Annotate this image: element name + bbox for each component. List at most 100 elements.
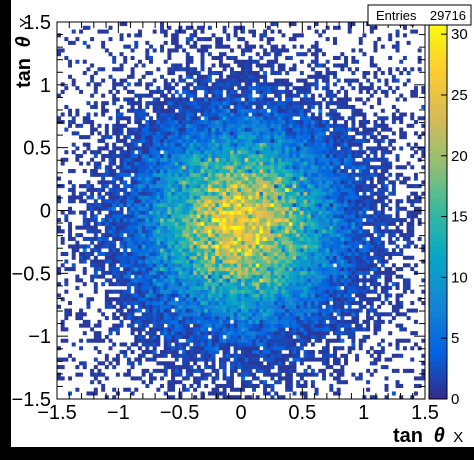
heatmap-cell	[163, 127, 168, 132]
heatmap-cell	[149, 342, 153, 347]
heatmap-cell	[244, 248, 249, 253]
heatmap-cell	[193, 44, 198, 49]
heatmap-cell	[218, 176, 223, 181]
heatmap-cell	[233, 127, 238, 132]
heatmap-cell	[145, 267, 150, 272]
heatmap-cell	[93, 233, 98, 238]
heatmap-cell	[233, 342, 238, 347]
heatmap-cell	[226, 180, 231, 185]
heatmap-cell	[314, 120, 319, 125]
heatmap-cell	[255, 331, 260, 336]
heatmap-cell	[252, 319, 257, 324]
heatmap-cell	[97, 195, 102, 200]
heatmap-cell	[263, 312, 268, 317]
heatmap-cell	[255, 52, 260, 57]
heatmap-cell	[178, 199, 183, 204]
heatmap-cell	[174, 37, 179, 42]
heatmap-cell	[156, 327, 161, 332]
heatmap-cell	[167, 221, 172, 226]
heatmap-cell	[248, 161, 253, 166]
heatmap-cell	[141, 161, 146, 166]
heatmap-cell	[112, 297, 117, 302]
heatmap-cell	[149, 229, 153, 234]
heatmap-cell	[90, 274, 95, 279]
heatmap-cell	[185, 353, 190, 358]
heatmap-cell	[156, 146, 161, 151]
heatmap-cell	[288, 187, 293, 192]
heatmap-cell	[281, 202, 286, 208]
heatmap-cell	[93, 112, 98, 117]
heatmap-cell	[244, 255, 249, 260]
heatmap-cell	[222, 282, 227, 287]
heatmap-cell	[237, 153, 242, 159]
heatmap-cell	[182, 191, 187, 196]
heatmap-cell	[141, 180, 146, 185]
heatmap-cell	[182, 267, 187, 272]
heatmap-cell	[318, 218, 323, 223]
heatmap-cell	[252, 308, 257, 313]
heatmap-cell	[299, 319, 304, 324]
heatmap-cell	[178, 120, 183, 125]
heatmap-cell	[226, 285, 231, 290]
heatmap-cell	[79, 361, 84, 366]
heatmap-cell	[200, 282, 205, 287]
heatmap-cell	[167, 202, 172, 208]
heatmap-cell	[263, 236, 268, 241]
heatmap-cell	[237, 255, 242, 260]
heatmap-cell	[123, 86, 128, 91]
heatmap-cell	[263, 225, 268, 230]
heatmap-cell	[211, 346, 216, 351]
heatmap-cell	[285, 225, 290, 230]
heatmap-cell	[314, 127, 319, 132]
heatmap-cell	[207, 184, 212, 189]
heatmap-cell	[296, 33, 301, 38]
heatmap-cell	[189, 233, 194, 238]
heatmap-cell	[171, 316, 176, 321]
heatmap-cell	[163, 327, 168, 332]
heatmap-cell	[274, 353, 279, 358]
heatmap-cell	[204, 282, 209, 287]
heatmap-cell	[152, 199, 157, 204]
heatmap-cell	[152, 135, 157, 140]
heatmap-cell	[149, 233, 153, 238]
heatmap-cell	[285, 376, 290, 381]
heatmap-cell	[314, 187, 319, 192]
heatmap-cell	[178, 282, 183, 287]
heatmap-cell	[259, 172, 264, 177]
heatmap-cell	[274, 285, 279, 290]
heatmap-cell	[229, 199, 234, 204]
heatmap-cell	[196, 191, 201, 196]
heatmap-cell	[259, 270, 264, 275]
heatmap-cell	[288, 274, 293, 279]
heatmap-cell	[167, 199, 172, 204]
heatmap-cell	[189, 316, 194, 321]
heatmap-cell	[292, 127, 297, 132]
heatmap-cell	[79, 29, 84, 34]
heatmap-cell	[196, 131, 201, 136]
heatmap-cell	[288, 316, 293, 321]
heatmap-cell	[160, 120, 165, 125]
heatmap-cell	[182, 108, 187, 113]
heatmap-cell	[167, 135, 172, 140]
heatmap-cell	[182, 138, 187, 143]
heatmap-cell	[314, 52, 319, 57]
heatmap-cell	[218, 229, 223, 234]
heatmap-cell	[174, 112, 179, 117]
heatmap-cell	[307, 48, 312, 53]
heatmap-cell	[167, 101, 172, 106]
heatmap-cell	[130, 221, 135, 226]
heatmap-cell	[288, 289, 293, 294]
heatmap-cell	[178, 93, 183, 98]
heatmap-cell	[104, 255, 109, 260]
heatmap-cell	[303, 289, 308, 294]
heatmap-cell	[222, 293, 227, 298]
heatmap-cell	[244, 312, 249, 317]
heatmap-cell	[82, 135, 87, 140]
heatmap-cell	[145, 48, 150, 53]
heatmap-cell	[141, 202, 146, 208]
heatmap-cell	[307, 108, 312, 113]
heatmap-cell	[310, 285, 315, 290]
heatmap-cell	[200, 331, 205, 336]
heatmap-cell	[241, 229, 245, 234]
heatmap-cell	[137, 323, 142, 328]
